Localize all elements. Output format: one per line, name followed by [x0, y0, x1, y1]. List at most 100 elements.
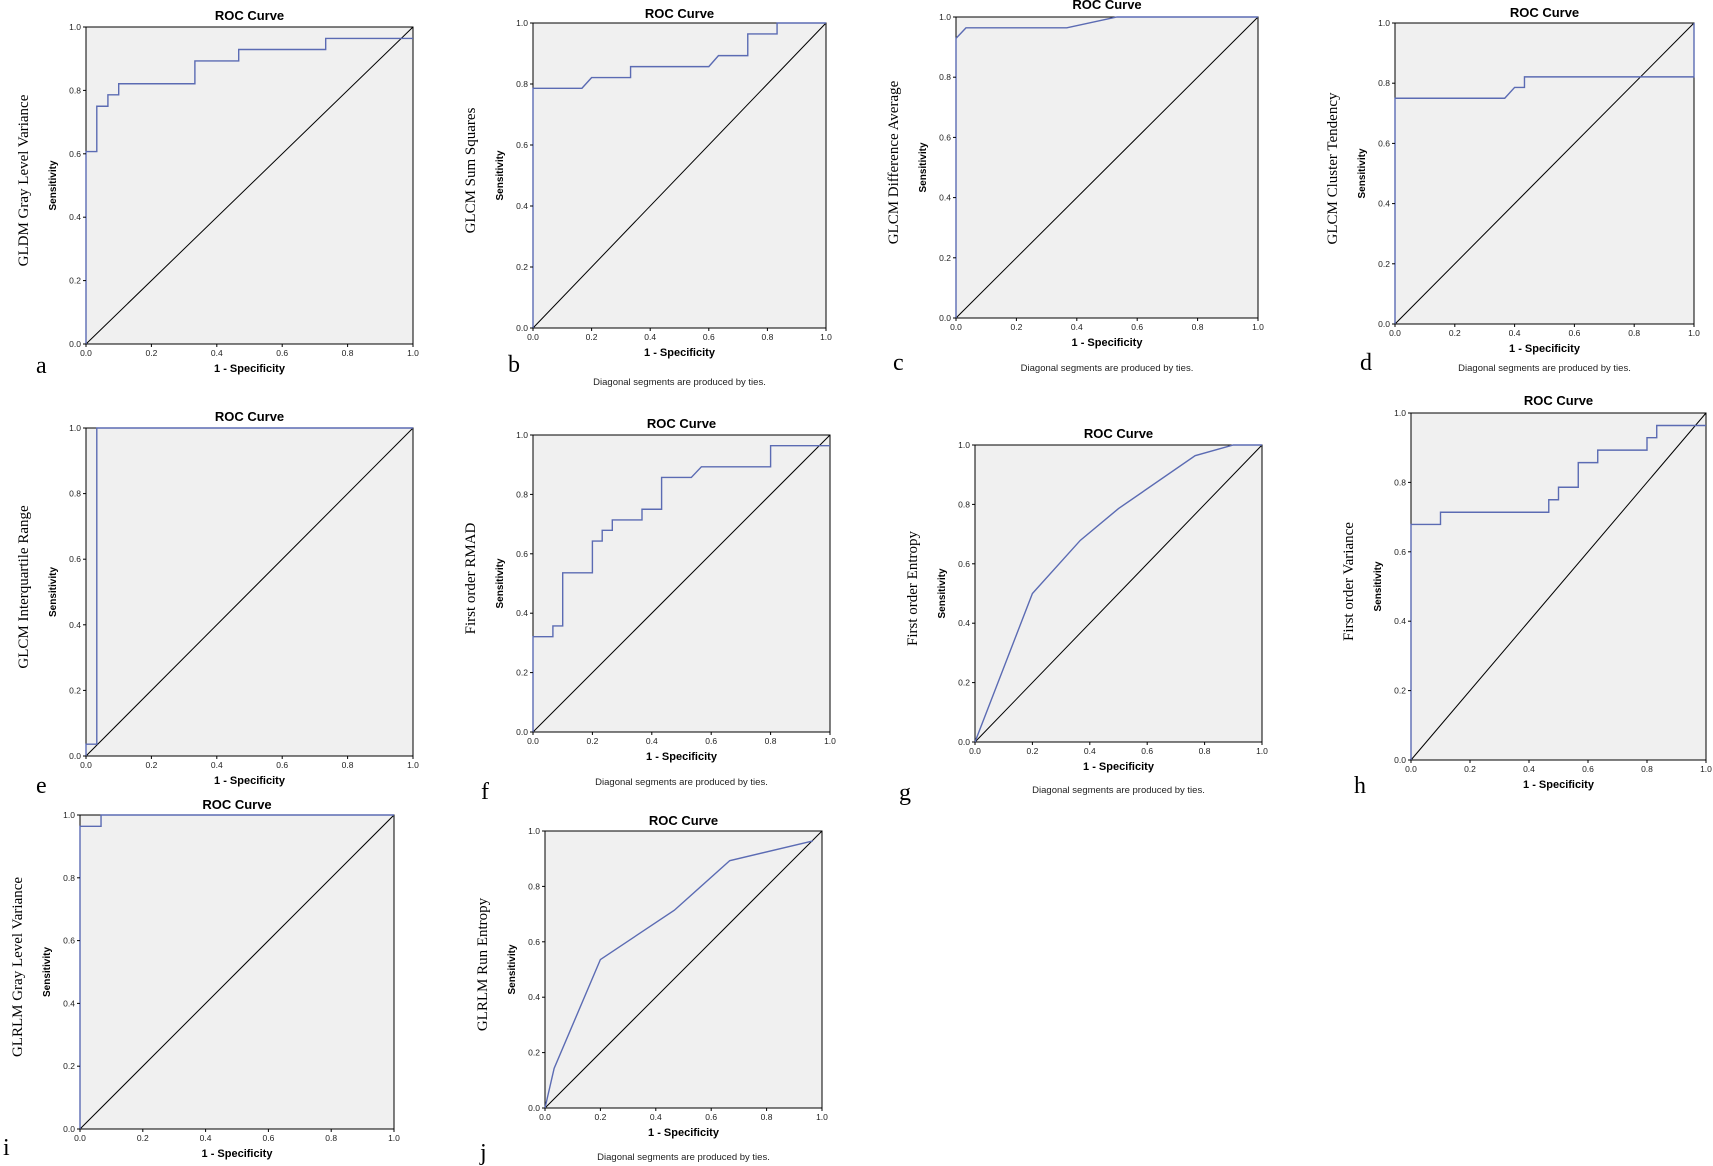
y-tick-label: 0.0 — [516, 323, 528, 333]
reference-diagonal — [1410, 412, 1707, 761]
y-tick-label: 0.2 — [63, 1061, 75, 1071]
y-axis-label: Sensitivity — [1373, 561, 1384, 611]
feature-label: GLCM Difference Average — [886, 80, 902, 244]
y-tick-label: 0.8 — [69, 489, 81, 499]
y-tick-label: 0.4 — [528, 992, 540, 1002]
y-tick-label: 1.0 — [958, 440, 970, 450]
x-tick-label: 0.6 — [276, 348, 288, 358]
y-axis-label: Sensitivity — [48, 160, 59, 210]
y-tick-label: 0.2 — [69, 685, 81, 695]
x-tick-label: 0.2 — [145, 348, 157, 358]
x-tick-label: 0.6 — [1141, 746, 1153, 756]
roc-curve — [532, 444, 830, 732]
y-tick-label: 1.0 — [1394, 408, 1406, 418]
roc-panel-h: 0.0 0.2 0.4 0.6 0.8 1.0 0.0 0.2 0.4 0.6 0.8 1.0 ROC … — [1341, 393, 1712, 799]
x-tick-label: 0.6 — [703, 332, 715, 342]
y-tick-label: 0.0 — [1378, 319, 1390, 329]
roc-panel-b: 0.0 0.2 0.4 0.6 0.8 1.0 0.0 0.2 0.4 0.6 0.8 1.0 ROC … — [463, 6, 832, 388]
x-tick-label: 1.0 — [816, 1112, 828, 1122]
x-tick-label: 0.4 — [1071, 322, 1083, 332]
y-tick-label: 0.0 — [69, 339, 81, 349]
ties-note: Diagonal segments are produced by ties. — [597, 1152, 770, 1163]
y-tick-label: 0.4 — [69, 620, 81, 630]
y-tick-label: 0.6 — [939, 132, 951, 142]
x-tick-label: 0.6 — [276, 760, 288, 770]
chart-title: ROC Curve — [1084, 426, 1153, 441]
y-tick-label: 0.8 — [958, 499, 970, 509]
panel-letter: b — [508, 352, 520, 378]
panel-letter: g — [899, 780, 911, 806]
y-tick-label: 1.0 — [516, 18, 528, 28]
y-axis-label: Sensitivity — [937, 568, 948, 618]
y-tick-label: 0.0 — [1394, 755, 1406, 765]
feature-label: GLCM Cluster Tendency — [1325, 92, 1341, 244]
x-tick-label: 1.0 — [1252, 322, 1264, 332]
x-tick-label: 0.0 — [1389, 328, 1401, 338]
roc-panel-d: 0.0 0.2 0.4 0.6 0.8 1.0 0.0 0.2 0.4 0.6 0.8 1.0 ROC … — [1325, 5, 1700, 376]
roc-panel-g: 0.0 0.2 0.4 0.6 0.8 1.0 0.0 0.2 0.4 0.6 0.8 1.0 ROC … — [899, 426, 1268, 806]
x-tick-label: 0.2 — [1010, 322, 1022, 332]
y-tick-label: 0.4 — [939, 193, 951, 203]
y-tick-label: 1.0 — [939, 12, 951, 22]
x-tick-label: 0.6 — [1582, 764, 1594, 774]
x-axis-label: 1 - Specificity — [648, 1127, 720, 1139]
x-tick-label: 0.8 — [761, 332, 773, 342]
chart-title: ROC Curve — [1510, 5, 1579, 20]
x-axis-label: 1 - Specificity — [202, 1148, 274, 1160]
x-tick-label: 0.2 — [586, 332, 598, 342]
y-tick-label: 0.8 — [516, 489, 528, 499]
y-tick-label: 0.4 — [516, 201, 528, 211]
y-tick-label: 0.2 — [1378, 259, 1390, 269]
feature-label: First order RMAD — [463, 523, 479, 635]
x-tick-label: 0.8 — [1199, 746, 1211, 756]
x-tick-label: 1.0 — [1688, 328, 1700, 338]
ties-note: Diagonal segments are produced by ties. — [595, 777, 768, 788]
y-tick-label: 0.4 — [1394, 616, 1406, 626]
chart-title: ROC Curve — [1524, 393, 1593, 408]
x-tick-label: 0.8 — [1192, 322, 1204, 332]
x-axis-label: 1 - Specificity — [214, 363, 286, 375]
reference-diagonal — [85, 26, 414, 345]
roc-curve — [85, 427, 413, 756]
x-tick-label: 0.8 — [325, 1133, 337, 1143]
y-tick-label: 1.0 — [69, 22, 81, 32]
reference-diagonal — [544, 830, 823, 1109]
y-axis-label: Sensitivity — [42, 947, 53, 997]
x-tick-label: 0.0 — [950, 322, 962, 332]
y-axis-label: Sensitivity — [507, 944, 518, 994]
y-tick-label: 0.2 — [516, 262, 528, 272]
x-tick-label: 0.4 — [644, 332, 656, 342]
chart-title: ROC Curve — [649, 813, 718, 828]
x-tick-label: 0.0 — [527, 332, 539, 342]
panel-letter: j — [479, 1140, 487, 1166]
x-tick-label: 0.8 — [1628, 328, 1640, 338]
x-tick-label: 0.6 — [1131, 322, 1143, 332]
y-tick-label: 0.6 — [1378, 138, 1390, 148]
ties-note: Diagonal segments are produced by ties. — [1021, 363, 1194, 374]
x-tick-label: 0.8 — [761, 1112, 773, 1122]
y-tick-label: 1.0 — [63, 810, 75, 820]
y-tick-label: 0.4 — [63, 998, 75, 1008]
x-tick-label: 0.2 — [145, 760, 157, 770]
x-tick-label: 0.0 — [74, 1133, 86, 1143]
roc-curve — [974, 444, 1262, 743]
x-tick-label: 0.4 — [1523, 764, 1535, 774]
panel-letter: h — [1354, 773, 1366, 799]
y-tick-label: 0.2 — [958, 678, 970, 688]
roc-panel-c: 0.0 0.2 0.4 0.6 0.8 1.0 0.0 0.2 0.4 0.6 0.8 1.0 ROC … — [886, 0, 1264, 376]
panel-letter: i — [3, 1135, 10, 1161]
y-tick-label: 0.6 — [516, 140, 528, 150]
x-tick-label: 0.6 — [262, 1133, 274, 1143]
y-tick-label: 0.0 — [958, 737, 970, 747]
feature-label: GLCM Interquartile Range — [16, 505, 32, 669]
roc-curve — [1394, 23, 1695, 324]
y-tick-label: 0.2 — [939, 253, 951, 263]
roc-curve — [532, 22, 826, 328]
x-tick-label: 1.0 — [1700, 764, 1712, 774]
chart-title: ROC Curve — [215, 8, 284, 23]
y-tick-label: 1.0 — [69, 423, 81, 433]
y-tick-label: 0.6 — [69, 554, 81, 564]
y-tick-label: 0.2 — [528, 1048, 540, 1058]
x-tick-label: 0.8 — [765, 736, 777, 746]
